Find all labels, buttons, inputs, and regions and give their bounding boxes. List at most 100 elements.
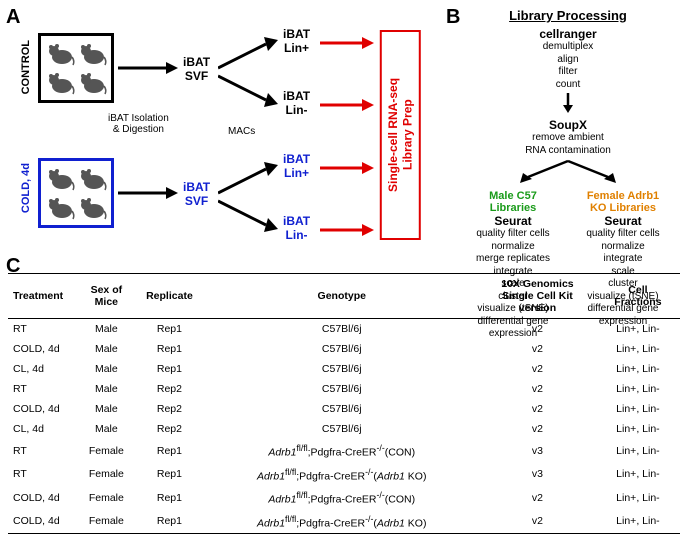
cell-rep: Rep1 (134, 510, 204, 534)
female-title: Female Adrb1 KO Libraries (568, 190, 678, 214)
cell-frac: Lin+, Lin- (596, 486, 680, 510)
arrow-icon (218, 68, 278, 108)
cell-geno: Adrb1fl/fl;Pdgfra-CreER-/-(Adrb1 KO) (204, 463, 479, 487)
down-arrow-icon (458, 93, 678, 116)
cell-sex: Female (78, 510, 134, 534)
th-sex: Sex of Mice (78, 274, 134, 319)
panel-a-label: A (6, 6, 20, 29)
control-mouse-box (38, 33, 114, 103)
cell-sex: Female (78, 463, 134, 487)
linplus-top: iBAT Lin+ (283, 28, 310, 56)
arrow-icon (218, 193, 278, 233)
cell-frac: Lin+, Lin- (596, 379, 680, 399)
arrow-icon (320, 35, 374, 51)
mouse-icon (77, 195, 107, 221)
cell-geno: C57Bl/6j (204, 379, 479, 399)
cell-geno: C57Bl/6j (204, 419, 479, 439)
linminus-top: iBAT Lin- (283, 90, 310, 118)
table-row: RTFemaleRep1Adrb1fl/fl;Pdgfra-CreER-/-(A… (8, 463, 680, 487)
table-row: COLD, 4dFemaleRep1Adrb1fl/fl;Pdgfra-CreE… (8, 486, 680, 510)
cell-treatment: COLD, 4d (8, 339, 78, 359)
cell-rep: Rep1 (134, 463, 204, 487)
arrow-icon (118, 185, 178, 201)
th-kit: 10X Genomics Single Cell Kit version (479, 274, 596, 319)
cell-kit: v3 (479, 439, 596, 463)
cell-rep: Rep2 (134, 379, 204, 399)
arrow-icon (320, 97, 374, 113)
cell-geno: Adrb1fl/fl;Pdgfra-CreER-/-(Adrb1 KO) (204, 510, 479, 534)
control-side-label: CONTROL (20, 40, 32, 94)
cell-frac: Lin+, Lin- (596, 463, 680, 487)
cell-sex: Female (78, 439, 134, 463)
cell-treatment: CL, 4d (8, 419, 78, 439)
soupx-sub: remove ambient RNA contamination (458, 132, 678, 157)
cell-kit: v2 (479, 399, 596, 419)
table-row: RTMaleRep1C57Bl/6jv2Lin+, Lin- (8, 319, 680, 340)
cell-frac: Lin+, Lin- (596, 359, 680, 379)
linplus-bot: iBAT Lin+ (283, 153, 310, 181)
mouse-icon (45, 166, 75, 192)
macs-label: MACs (228, 126, 255, 137)
soupx-label: SoupX (458, 118, 678, 132)
cell-frac: Lin+, Lin- (596, 510, 680, 534)
cell-rep: Rep1 (134, 339, 204, 359)
table-row: RTFemaleRep1Adrb1fl/fl;Pdgfra-CreER-/-(C… (8, 439, 680, 463)
cell-kit: v2 (479, 359, 596, 379)
cell-geno: C57Bl/6j (204, 339, 479, 359)
th-rep: Replicate (134, 274, 204, 319)
cold-side-label: COLD, 4d (20, 163, 32, 213)
cell-kit: v2 (479, 419, 596, 439)
mouse-icon (77, 70, 107, 96)
cell-rep: Rep1 (134, 319, 204, 340)
seurat-right: Seurat (568, 214, 678, 228)
cell-sex: Male (78, 379, 134, 399)
cell-kit: v2 (479, 510, 596, 534)
cell-kit: v2 (479, 486, 596, 510)
cell-rep: Rep1 (134, 439, 204, 463)
svf-cold-node: iBAT SVF (183, 181, 210, 209)
table-body: RTMaleRep1C57Bl/6jv2Lin+, Lin-COLD, 4dMa… (8, 319, 680, 534)
panel-b-label: B (446, 6, 460, 29)
cell-geno: Adrb1fl/fl;Pdgfra-CreER-/-(CON) (204, 439, 479, 463)
seurat-left: Seurat (458, 214, 568, 228)
table-row: CL, 4dMaleRep1C57Bl/6jv2Lin+, Lin- (8, 359, 680, 379)
cell-sex: Male (78, 359, 134, 379)
cell-treatment: CL, 4d (8, 359, 78, 379)
mouse-icon (45, 70, 75, 96)
cell-treatment: COLD, 4d (8, 399, 78, 419)
cell-frac: Lin+, Lin- (596, 439, 680, 463)
cell-treatment: RT (8, 319, 78, 340)
libprep-box: Single-cell RNA-seq Library Prep (380, 30, 421, 240)
cell-kit: v3 (479, 463, 596, 487)
th-frac: Cell Fractions (596, 274, 680, 319)
cellranger-sub: demultiplex align filter count (458, 41, 678, 91)
mouse-icon (77, 41, 107, 67)
arrow-icon (118, 60, 178, 76)
mouse-icon (45, 195, 75, 221)
cold-mouse-box (38, 158, 114, 228)
panel-c: C Treatment Sex of Mice Replicate Genoty… (8, 273, 680, 534)
table-row: COLD, 4dFemaleRep1Adrb1fl/fl;Pdgfra-CreE… (8, 510, 680, 534)
table-row: COLD, 4dMaleRep2C57Bl/6jv2Lin+, Lin- (8, 399, 680, 419)
cell-geno: Adrb1fl/fl;Pdgfra-CreER-/-(CON) (204, 486, 479, 510)
cell-rep: Rep2 (134, 419, 204, 439)
th-geno: Genotype (204, 274, 479, 319)
cell-kit: v2 (479, 339, 596, 359)
table-row: CL, 4dMaleRep2C57Bl/6jv2Lin+, Lin- (8, 419, 680, 439)
cell-sex: Male (78, 399, 134, 419)
cell-geno: C57Bl/6j (204, 319, 479, 340)
table-row: RTMaleRep2C57Bl/6jv2Lin+, Lin- (8, 379, 680, 399)
sample-table: Treatment Sex of Mice Replicate Genotype… (8, 273, 680, 534)
cell-kit: v2 (479, 319, 596, 340)
table-header-row: Treatment Sex of Mice Replicate Genotype… (8, 274, 680, 319)
cell-geno: C57Bl/6j (204, 359, 479, 379)
cell-sex: Male (78, 419, 134, 439)
split-arrow-icon (458, 159, 678, 188)
male-title: Male C57 Libraries (458, 190, 568, 214)
cell-treatment: COLD, 4d (8, 486, 78, 510)
cell-treatment: RT (8, 379, 78, 399)
cell-treatment: COLD, 4d (8, 510, 78, 534)
th-treatment: Treatment (8, 274, 78, 319)
cell-treatment: RT (8, 463, 78, 487)
cell-frac: Lin+, Lin- (596, 339, 680, 359)
